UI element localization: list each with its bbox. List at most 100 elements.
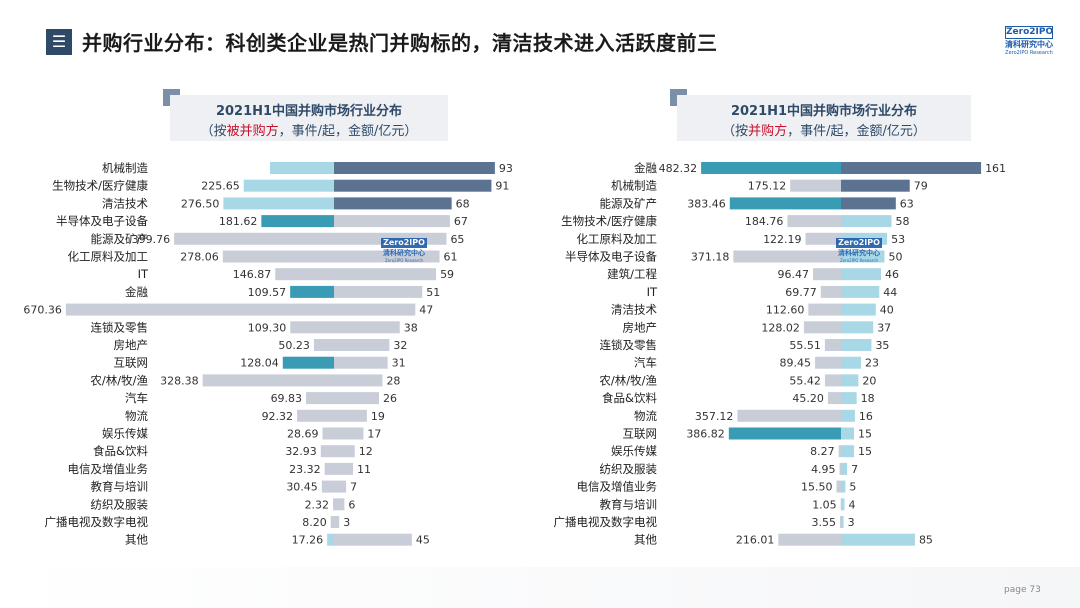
right-amount-label: 175.12	[748, 180, 787, 193]
right-category-label: 连锁及零售	[600, 338, 658, 352]
left-category-label: 清洁技术	[102, 196, 148, 210]
right-amount-label: 55.42	[789, 374, 821, 387]
right-chart-title-box: 2021H1中国并购市场行业分布 （按并购方，事件/起，金额/亿元）	[677, 95, 971, 141]
right-category-label: 互联网	[623, 427, 658, 441]
right-amount-label: 482.32	[659, 162, 698, 175]
right-count-label: 18	[861, 392, 875, 405]
left-count-label: 93	[499, 162, 513, 175]
right-amount-bar	[813, 268, 841, 281]
left-count-bar	[334, 268, 437, 281]
left-count-label: 7	[350, 481, 357, 494]
left-amount-bar	[321, 480, 334, 493]
left-count-bar	[334, 445, 355, 458]
left-amount-label: 328.38	[160, 374, 199, 387]
page-title: 并购行业分布：科创类企业是热门并购标的，清洁技术进入活跃度前三	[82, 31, 718, 55]
left-count-bar	[334, 339, 390, 351]
left-category-label: 教育与培训	[91, 480, 149, 494]
left-category-label: IT	[138, 267, 149, 281]
left-category-label: 生物技术/医疗健康	[52, 179, 148, 193]
left-count-label: 61	[444, 251, 458, 264]
left-amount-bar	[306, 392, 334, 405]
right-amount-label: 184.76	[745, 215, 784, 228]
left-amount-label: 399.76	[132, 233, 171, 246]
left-amount-bar	[282, 356, 334, 369]
right-category-label: 化工原料及加工	[577, 232, 658, 246]
right-amount-label: 89.45	[780, 357, 812, 370]
right-amount-bar	[838, 445, 841, 458]
left-category-label: 电信及增值业务	[68, 462, 149, 476]
right-count-label: 161	[985, 162, 1006, 175]
left-amount-label: 8.20	[302, 516, 327, 529]
left-count-bar	[334, 321, 400, 334]
left-amount-label: 28.69	[287, 428, 319, 441]
right-count-bar	[841, 321, 874, 334]
right-amount-bar	[729, 197, 841, 210]
right-count-bar	[841, 516, 844, 528]
left-count-bar	[334, 427, 364, 440]
left-amount-label: 181.62	[219, 215, 258, 228]
right-count-label: 40	[880, 304, 894, 317]
left-amount-bar	[290, 285, 334, 298]
right-count-bar	[841, 339, 872, 351]
right-category-label: 食品&饮料	[602, 391, 657, 405]
left-amount-bar	[261, 215, 334, 228]
logo-cn: 清科研究中心	[1005, 40, 1053, 49]
left-amount-bar	[324, 462, 334, 475]
left-amount-bar	[65, 303, 334, 316]
right-category-label: 机械制造	[611, 179, 657, 193]
left-count-label: 12	[359, 445, 373, 458]
left-count-label: 59	[440, 268, 454, 281]
left-count-bar	[334, 462, 354, 475]
left-count-bar	[334, 356, 388, 369]
left-amount-bar	[333, 498, 334, 511]
right-count-bar	[841, 250, 885, 263]
logo-mark: Zero2IPO	[1005, 26, 1054, 39]
right-count-label: 23	[865, 357, 879, 370]
left-count-bar	[334, 516, 340, 528]
left-amount-bar	[275, 268, 334, 281]
right-count-bar	[841, 462, 848, 475]
right-count-label: 37	[877, 321, 891, 334]
right-amount-label: 8.27	[810, 445, 835, 458]
left-count-label: 19	[371, 410, 385, 423]
right-count-bar	[841, 374, 859, 387]
left-count-bar	[334, 374, 383, 387]
left-count-bar	[334, 162, 495, 174]
right-amount-label: 3.55	[811, 516, 836, 529]
left-count-label: 65	[450, 233, 464, 246]
zero2ipo-logo: Zero2IPO 清科研究中心 Zero2IPO Research	[1001, 26, 1057, 62]
right-amount-bar	[820, 285, 841, 298]
left-chart: 机械制造 93 生物技术/医疗健康 225.65 91 清洁技术 276.50 68 半导体及电…	[23, 161, 513, 547]
left-chart-watermark: Zero2IPO 清科研究中心 Zero2IPO Research	[381, 238, 427, 263]
right-amount-bar	[836, 480, 841, 493]
left-count-label: 67	[454, 215, 468, 228]
left-count-label: 32	[393, 339, 407, 352]
left-amount-bar	[320, 445, 334, 458]
right-amount-label: 112.60	[766, 304, 805, 317]
right-category-label: 教育与培训	[600, 497, 658, 511]
right-amount-bar	[803, 321, 841, 334]
right-amount-label: 383.46	[687, 197, 726, 210]
left-count-bar	[334, 179, 492, 192]
right-count-label: 85	[919, 534, 933, 547]
right-category-label: 物流	[634, 409, 657, 423]
left-count-bar	[334, 392, 379, 405]
right-amount-bar	[733, 250, 841, 263]
left-amount-label: 109.57	[248, 286, 287, 299]
right-category-label: 能源及矿产	[600, 196, 658, 210]
right-category-label: 金融	[634, 161, 657, 175]
left-category-label: 纺织及服装	[91, 497, 149, 511]
left-category-label: 物流	[125, 409, 148, 423]
right-count-label: 15	[858, 445, 872, 458]
left-amount-label: 32.93	[285, 445, 317, 458]
left-amount-bar	[174, 232, 334, 245]
left-count-bar	[334, 498, 345, 511]
right-count-bar	[841, 162, 982, 174]
left-amount-label: 50.23	[278, 339, 310, 352]
right-count-bar	[841, 303, 876, 316]
right-count-label: 3	[848, 516, 855, 529]
right-count-label: 44	[883, 286, 897, 299]
left-count-label: 68	[456, 197, 470, 210]
right-count-label: 15	[858, 428, 872, 441]
